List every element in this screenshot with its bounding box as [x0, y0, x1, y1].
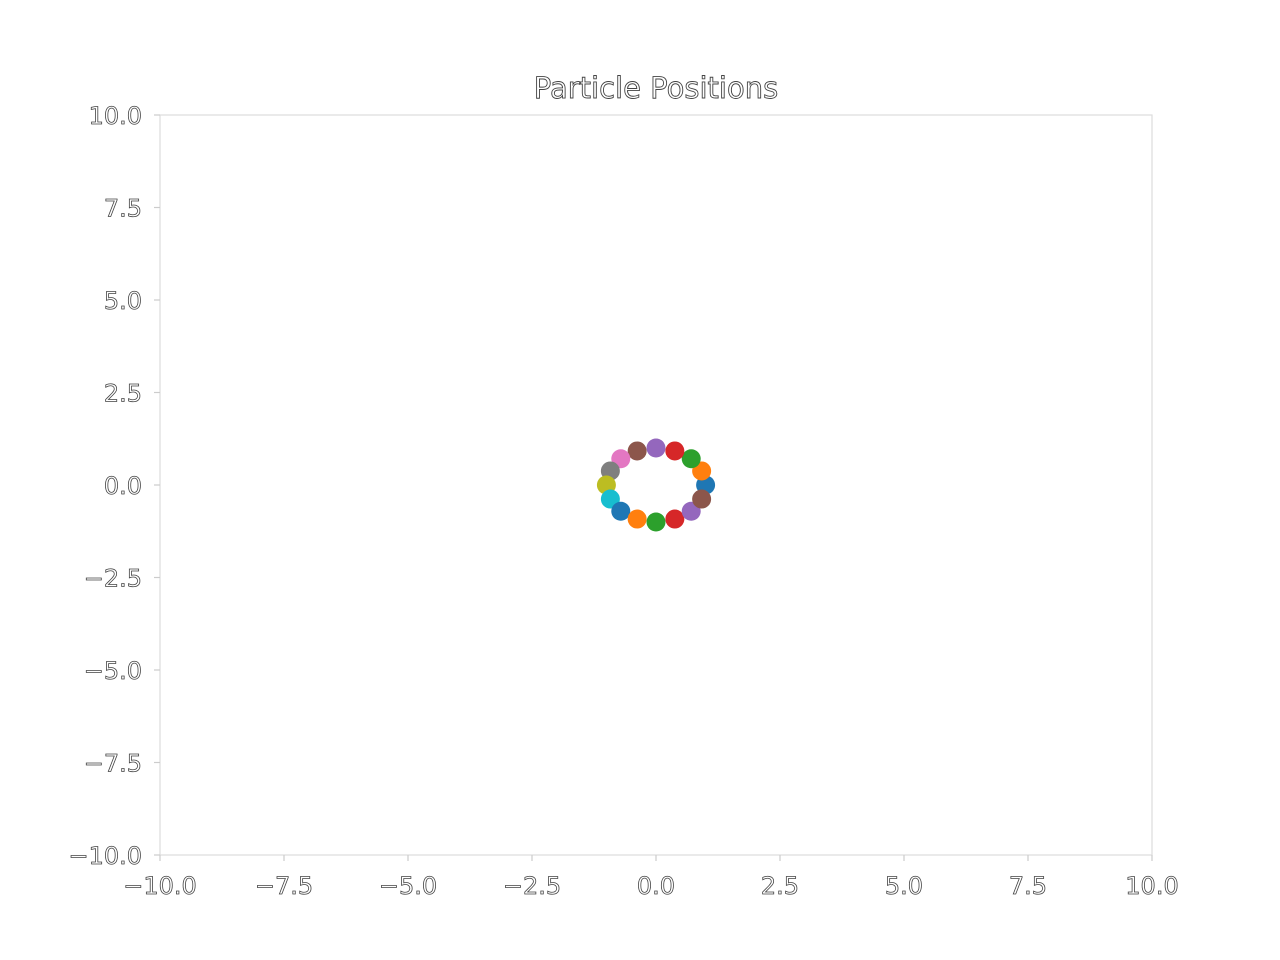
data-points — [596, 438, 716, 532]
x-tick-label: −10.0 — [123, 872, 197, 900]
y-axis: 10.0 7.5 5.0 2.5 0.0 −2.5 −5.0 −7.5 −10.0 — [68, 102, 160, 870]
y-tick-label: −5.0 — [84, 657, 142, 685]
x-tick-label: 5.0 — [885, 872, 923, 900]
particle-point — [611, 501, 631, 521]
y-tick-label: 2.5 — [104, 380, 142, 408]
x-tick-label: −5.0 — [379, 872, 437, 900]
particle-point — [627, 509, 647, 529]
particle-point — [627, 441, 647, 461]
x-tick-label: 2.5 — [761, 872, 799, 900]
y-tick-label: −2.5 — [84, 565, 142, 593]
x-tick-label: 10.0 — [1125, 872, 1178, 900]
particle-point — [665, 509, 685, 529]
y-tick-label: −7.5 — [84, 750, 142, 778]
y-tick-label: 0.0 — [104, 472, 142, 500]
y-tick-label: 5.0 — [104, 287, 142, 315]
x-axis: −10.0 −7.5 −5.0 −2.5 0.0 2.5 5.0 7.5 10.0 — [123, 855, 1179, 900]
chart-title: Particle Positions — [534, 71, 778, 105]
x-tick-label: 0.0 — [637, 872, 675, 900]
particle-point — [665, 441, 685, 461]
plot-frame — [159, 114, 1153, 856]
y-tick-label: 7.5 — [104, 195, 142, 223]
particle-point — [646, 512, 666, 532]
x-tick-label: −7.5 — [255, 872, 313, 900]
y-tick-label: −10.0 — [68, 842, 142, 870]
x-tick-label: 7.5 — [1009, 872, 1047, 900]
particle-point — [646, 438, 666, 458]
particle-point — [692, 489, 712, 509]
particle-point — [681, 449, 701, 469]
x-tick-label: −2.5 — [503, 872, 561, 900]
y-tick-label: 10.0 — [89, 102, 142, 130]
